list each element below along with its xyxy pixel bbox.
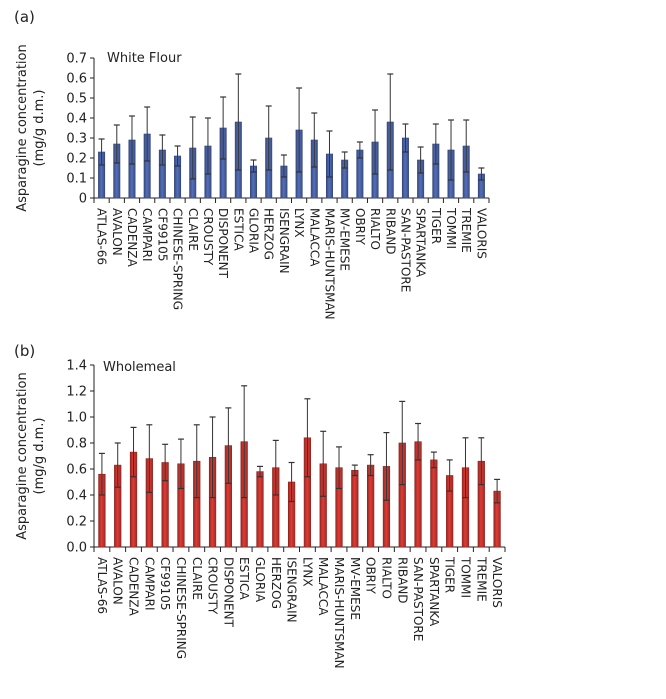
x-tick-label: ISENGRAIN <box>277 208 291 274</box>
x-tick-label: ESTICA <box>237 557 251 600</box>
y-tick-label: 0.5 <box>66 92 87 107</box>
axes: 0.0 0.2 0.4 0.6 0.8 1.0 1.2 1.4 <box>66 359 506 556</box>
x-tick-label: GLORIA <box>247 208 261 254</box>
y-tick-label: 0 <box>79 192 87 207</box>
bar <box>256 471 264 548</box>
x-tick-label: TIGER <box>443 556 457 593</box>
y-tick-label: 0.8 <box>66 437 87 452</box>
x-tick-label: RIALTO <box>368 208 382 250</box>
x-tick-label: MALACCA <box>316 557 330 616</box>
x-tick-label: AVALON <box>111 557 125 605</box>
x-tick-label: MV-EMESE <box>338 208 352 271</box>
x-tick-label: CADENZA <box>127 557 141 617</box>
y-tick-label: 0.2 <box>66 515 87 530</box>
x-tick-label: CHINESE-SPRING <box>171 208 185 310</box>
axes: 0 0.1 0.2 0.3 0.4 0.5 0.6 0.7 <box>66 52 490 207</box>
y-tick-label: 0.6 <box>66 72 87 87</box>
x-tick-label: GLORIA <box>253 557 267 603</box>
chart-title: White Flour <box>107 51 182 66</box>
x-tick-label: MARIS-HUNTSMAN <box>332 557 346 669</box>
y-tick-label: 0.7 <box>66 52 87 67</box>
x-tick-labels: ATLAS-66 AVALON CADENZA CAMPARI CF99105 CHINE… <box>95 207 489 320</box>
x-tick-label: RIBAND <box>383 208 397 255</box>
y-tick-label: 0.6 <box>66 463 87 478</box>
x-tick-label: CF99105 <box>155 208 169 261</box>
panel-label: (b) <box>14 342 35 360</box>
x-tick-label: SAN-PASTORE <box>398 208 412 292</box>
y-tick-label: 1.0 <box>66 411 87 426</box>
panel-b: (b) Wholemeal Asparagine concentration (… <box>14 342 506 669</box>
chart-title: Wholemeal <box>103 360 176 375</box>
x-tick-label: TOMMI <box>444 207 458 249</box>
x-tick-label: ATLAS-66 <box>95 208 109 265</box>
x-tick-label: TIGER <box>429 207 443 244</box>
y-tick-label: 0.1 <box>66 172 87 187</box>
x-tick-label: SPARTANKA <box>414 208 428 278</box>
x-tick-label: SPARTANKA <box>427 557 441 627</box>
y-tick-label: 0.4 <box>66 112 87 127</box>
x-tick-labels: ATLAS-66 AVALON CADENZA CAMPARI CF99105 CHINE… <box>95 556 504 669</box>
x-tick-label: VALORIS <box>474 208 488 259</box>
x-tick-label: CROUSTY <box>201 208 215 266</box>
y-axis-label-unit: (mg/g d.m.) <box>32 89 47 166</box>
x-tick-label: MARIS-HUNTSMAN <box>322 208 336 320</box>
y-tick-label: 0.3 <box>66 132 87 147</box>
x-tick-label: CLAIRE <box>186 208 200 251</box>
y-tick-label: 0.4 <box>66 489 87 504</box>
bar <box>430 459 438 548</box>
x-tick-label: ATLAS-66 <box>95 557 109 614</box>
y-tick-label: 1.4 <box>66 359 87 374</box>
x-tick-label: RIBAND <box>395 557 409 604</box>
x-tick-label: ISENGRAIN <box>285 557 299 623</box>
bar <box>367 464 375 548</box>
y-axis-label-unit: (mg/g d.m.) <box>32 417 47 494</box>
x-tick-label: OBRIY <box>353 208 367 246</box>
x-tick-label: TOMMI <box>458 556 472 598</box>
x-tick-label: CF99105 <box>158 557 172 610</box>
x-tick-label: TREMIE <box>459 207 473 253</box>
panel-label: (a) <box>14 8 35 26</box>
x-tick-label: CLAIRE <box>190 557 204 600</box>
x-tick-label: MV-EMESE <box>348 557 362 620</box>
x-tick-label: LYNX <box>300 557 314 587</box>
x-tick-label: ESTICA <box>231 208 245 251</box>
x-tick-label: TREMIE <box>474 556 488 602</box>
x-tick-label: VALORIS <box>490 557 504 608</box>
x-tick-label: CADENZA <box>125 208 139 268</box>
y-tick-label: 0.2 <box>66 152 87 167</box>
x-tick-label: RIALTO <box>379 557 393 599</box>
panel-a: (a) White Flour Asparagine concentration… <box>14 8 490 320</box>
x-tick-label: CAMPARI <box>142 557 156 611</box>
x-tick-label: SAN-PASTORE <box>411 557 425 641</box>
x-tick-label: CHINESE-SPRING <box>174 557 188 659</box>
y-axis-label: Asparagine concentration <box>15 44 30 211</box>
x-tick-label: MALACCA <box>307 208 321 267</box>
bars <box>98 121 485 199</box>
y-tick-label: 1.2 <box>66 385 87 400</box>
x-tick-label: HERZOG <box>269 557 283 609</box>
y-axis-label: Asparagine concentration <box>15 372 30 539</box>
y-tick-label: 0.0 <box>66 541 87 556</box>
x-tick-label: CROUSTY <box>206 557 220 615</box>
error-bars <box>98 73 485 181</box>
x-tick-label: CAMPARI <box>140 208 154 262</box>
bar <box>351 469 359 548</box>
x-tick-label: DISPONENT <box>221 557 235 628</box>
x-tick-label: LYNX <box>292 208 306 238</box>
x-tick-label: AVALON <box>110 208 124 256</box>
x-tick-label: DISPONENT <box>216 208 230 279</box>
x-tick-label: OBRIY <box>364 557 378 595</box>
bars <box>98 437 501 548</box>
x-tick-label: HERZOG <box>262 208 276 260</box>
error-bars <box>98 385 501 504</box>
